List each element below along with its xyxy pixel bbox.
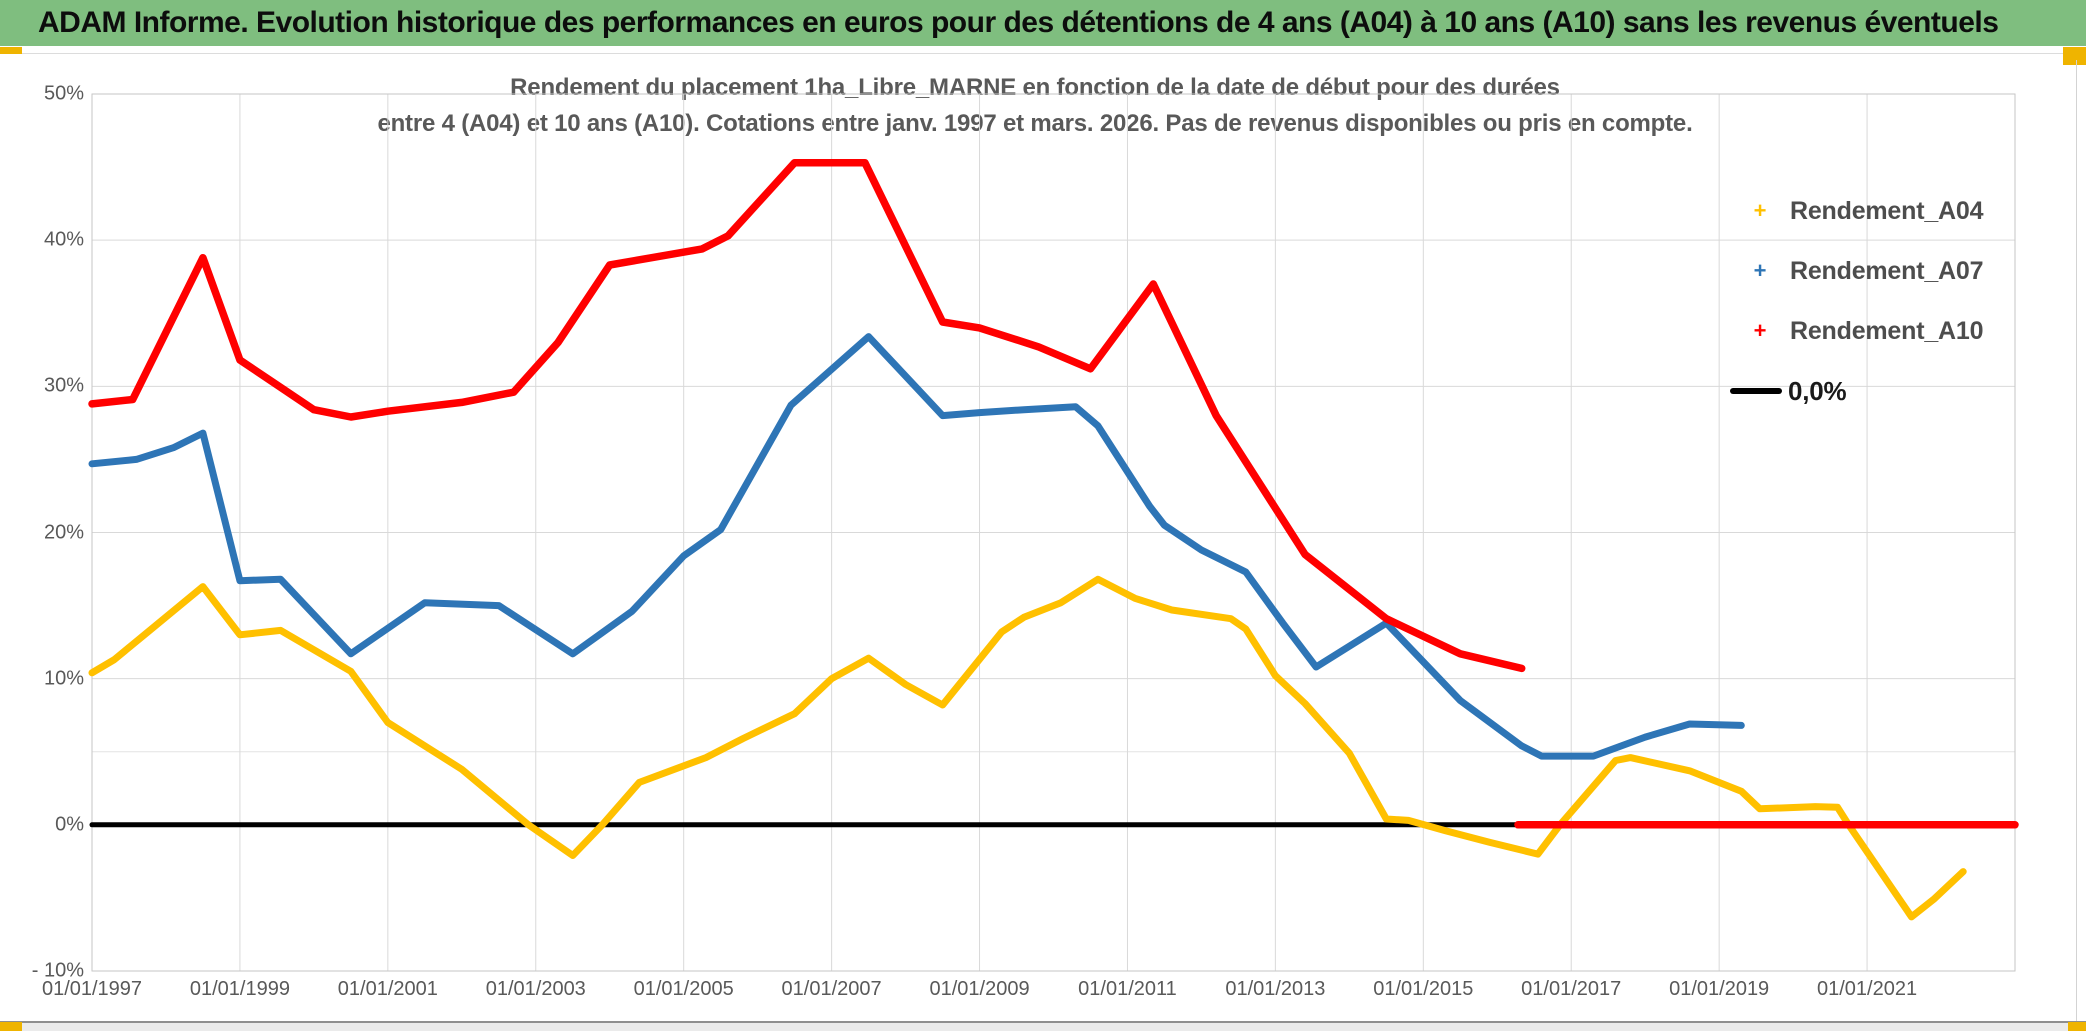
- series-line-rendement-a04: [88, 575, 1967, 921]
- legend-label: Rendement_A04: [1790, 196, 1984, 225]
- legend-label: Rendement_A07: [1790, 256, 1984, 285]
- y-axis-tick-label: - 10%: [31, 959, 84, 982]
- y-axis-tick-label: 50%: [43, 82, 84, 105]
- y-axis-tick-label: 30%: [43, 374, 84, 397]
- x-axis-tick-label: 01/01/2003: [485, 978, 586, 1000]
- x-axis-tick-label: 01/01/2019: [1669, 978, 1770, 1000]
- chart-title-line2: entre 4 (A04) et 10 ans (A10). Cotations…: [377, 110, 1693, 137]
- gold-corner-bottom-left: [0, 1022, 22, 1031]
- x-axis-tick-label: 01/01/1999: [189, 978, 290, 1000]
- x-axis-tick-label: 01/01/2017: [1521, 978, 1622, 1000]
- chart-title-line1: Rendement du placement 1ha_Libre_MARNE e…: [510, 74, 1560, 101]
- x-axis-tick-label: 01/01/2015: [1373, 978, 1474, 1000]
- x-axis-tick-label: 01/01/2021: [1817, 978, 1918, 1000]
- legend-label: Rendement_A10: [1790, 316, 1984, 345]
- gold-corner-bottom-right: [2068, 1022, 2086, 1031]
- y-axis-tick-label: 40%: [43, 228, 84, 251]
- header-divider: [0, 53, 2086, 54]
- line-swatch-icon: [1730, 388, 1782, 394]
- gold-corner-top-right: [2063, 47, 2086, 65]
- plus-marker-icon: +: [1753, 198, 1767, 223]
- x-axis-tick-label: 01/01/2009: [929, 978, 1030, 1000]
- x-axis-tick-label: 01/01/1997: [41, 978, 143, 1000]
- chart-frame-right-border: [2076, 60, 2077, 1021]
- bottom-edge-strip: [0, 1021, 2086, 1031]
- x-axis-tick-label: 01/01/2011: [1078, 978, 1177, 1000]
- x-axis-tick-label: 01/01/2013: [1225, 978, 1326, 1000]
- gold-corner-top-left: [0, 47, 22, 54]
- x-axis-tick-label: 01/01/2005: [633, 978, 734, 1000]
- page-title: ADAM Informe. Evolution historique des p…: [38, 6, 1999, 39]
- plus-marker-icon: +: [1753, 318, 1767, 343]
- plot-area-border: [91, 93, 2016, 972]
- legend-item-zero-line[interactable]: 0,0%: [1730, 374, 1847, 408]
- series-line-rendement-a07: [88, 333, 1745, 760]
- series-line-rendement-a10: [88, 158, 1526, 673]
- legend-label: 0,0%: [1788, 375, 1847, 406]
- x-axis-tick-label: 01/01/2001: [337, 978, 438, 1000]
- x-axis-tick-label: 01/01/2007: [781, 978, 882, 1000]
- plus-marker-icon: +: [1753, 258, 1767, 283]
- page-title-bar: ADAM Informe. Evolution historique des p…: [0, 0, 2086, 46]
- legend-item-rendement-a04[interactable]: + Rendement_A04: [1730, 194, 1984, 228]
- legend-item-rendement-a10[interactable]: + Rendement_A10: [1730, 314, 1984, 348]
- y-axis-tick-label: 0%: [55, 813, 84, 836]
- y-axis-tick-label: 20%: [43, 521, 84, 543]
- legend-item-rendement-a07[interactable]: + Rendement_A07: [1730, 254, 1984, 288]
- y-axis-tick-label: 10%: [43, 667, 84, 690]
